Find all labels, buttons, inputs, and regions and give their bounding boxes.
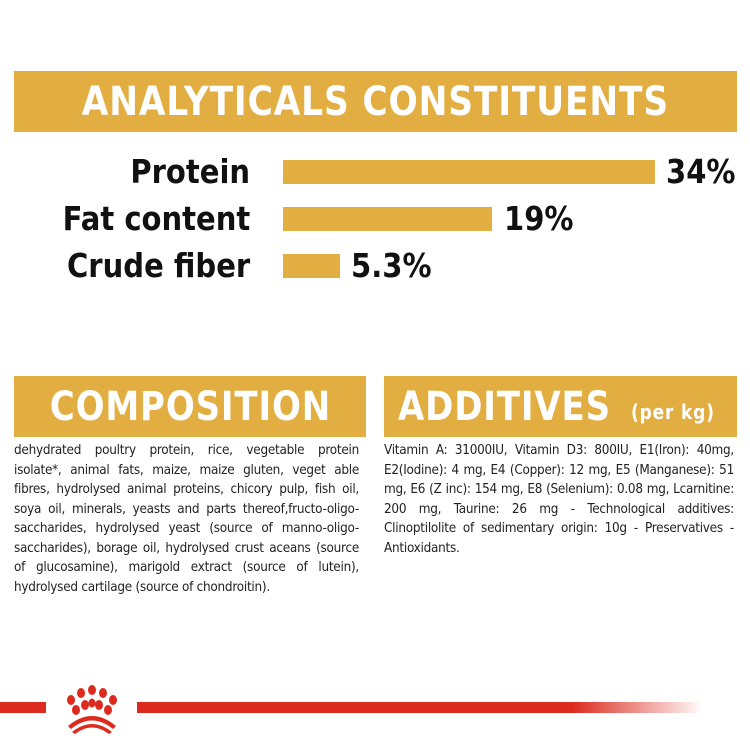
constituent-bar [283, 207, 492, 231]
composition-header: COMPOSITION [14, 376, 366, 437]
crown-icon [67, 685, 117, 734]
additives-header: ADDITIVES (per kg) [384, 376, 737, 437]
constituent-label: Crude fiber [66, 246, 250, 285]
footer-line-left [0, 702, 46, 713]
constituent-row-fiber: Crude fiber 5.3% [0, 246, 750, 286]
constituent-bar [283, 254, 340, 278]
constituent-row-protein: Protein 34% [0, 152, 750, 192]
composition-title: COMPOSITION [49, 383, 331, 430]
composition-text: dehydrated poultry protein, rice, vegeta… [14, 443, 359, 595]
constituent-label: Protein [130, 152, 250, 191]
constituent-value: 19% [504, 199, 574, 238]
header-title: ANALYTICALS CONSTITUENTS [81, 78, 670, 125]
additives-subtitle: (per kg) [630, 399, 715, 424]
constituent-label: Fat content [62, 199, 250, 238]
constituent-value: 34% [666, 152, 736, 191]
footer-line-right [137, 702, 702, 713]
additives-text: Vitamin A: 31000IU, Vitamin D3: 800IU, E… [384, 443, 734, 556]
analytical-constituents-header: ANALYTICALS CONSTITUENTS [14, 71, 737, 132]
constituent-row-fat: Fat content 19% [0, 199, 750, 239]
additives-title: ADDITIVES [398, 383, 611, 430]
constituent-value: 5.3% [351, 246, 432, 285]
constituent-bar [283, 160, 655, 184]
